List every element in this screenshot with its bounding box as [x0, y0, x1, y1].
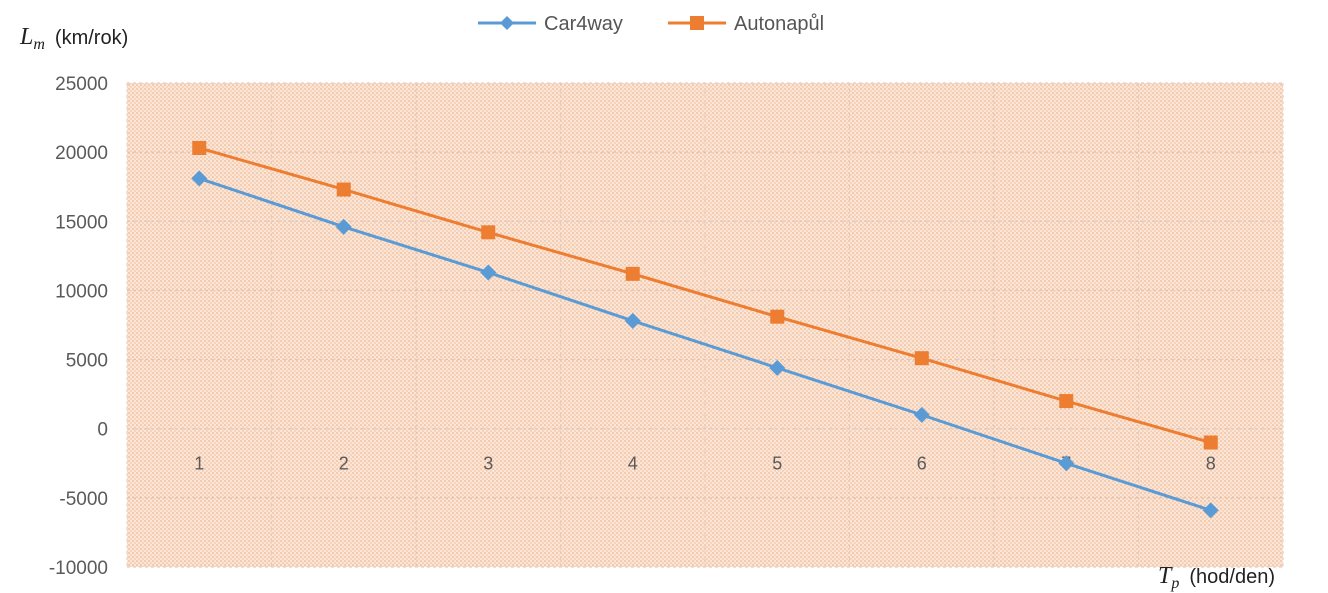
- data-point: [913, 406, 930, 423]
- x-axis-unit: (hod/den): [1189, 566, 1275, 588]
- y-tick-label: 25000: [55, 74, 108, 95]
- legend-label: Car4way: [544, 13, 623, 35]
- svg-text:Tp(hod/den): Tp (hod/den): [1158, 563, 1275, 592]
- gridlines: [126, 82, 1284, 568]
- series: [191, 140, 1219, 519]
- x-tick-label: 5: [772, 454, 782, 474]
- series-Autonapůl: [192, 140, 1218, 450]
- data-point: [480, 264, 497, 281]
- y-axis-ticks: 25000 20000 15000 10000 5000 0 -5000 -10000: [49, 74, 108, 579]
- x-axis-title: Tp (hod/den): [1158, 563, 1275, 592]
- legend-label: Autonapůl: [734, 13, 824, 35]
- x-tick-label: 1: [194, 454, 204, 474]
- y-axis-title: Lm (km/rok): [19, 24, 128, 53]
- data-point: [625, 266, 640, 281]
- x-axis-symbol: T: [1158, 563, 1173, 589]
- data-point: [192, 140, 207, 155]
- y-tick-label: -10000: [49, 558, 108, 579]
- y-tick-label: 20000: [55, 143, 108, 164]
- svg-text:Lm(km/rok): Lm (km/rok): [19, 24, 128, 53]
- x-tick-label: 2: [339, 454, 349, 474]
- legend: Car4way Autonapůl: [478, 13, 824, 35]
- x-tick-label: 6: [917, 454, 927, 474]
- data-point: [335, 218, 352, 235]
- data-point: [191, 170, 208, 187]
- x-tick-label: 3: [483, 454, 493, 474]
- data-point: [770, 309, 785, 324]
- x-tick-label: 8: [1206, 454, 1216, 474]
- y-axis-symbol: L: [19, 24, 33, 50]
- x-tick-label: 4: [628, 454, 638, 474]
- legend-marker: [690, 16, 704, 30]
- data-point: [336, 182, 351, 197]
- data-point: [1203, 435, 1218, 450]
- legend-marker: [500, 16, 514, 30]
- legend-entry: Car4way: [478, 13, 623, 35]
- legend-entry: Autonapůl: [668, 13, 824, 35]
- data-point: [481, 225, 496, 240]
- x-axis-subscript: p: [1170, 575, 1179, 592]
- y-axis-unit: (km/rok): [55, 27, 128, 49]
- data-point: [1058, 455, 1075, 472]
- series-line: [198, 176, 1212, 512]
- data-point: [1059, 394, 1074, 409]
- data-point: [1202, 502, 1219, 519]
- data-point: [914, 351, 929, 366]
- y-tick-label: 10000: [55, 281, 108, 302]
- data-point: [769, 359, 786, 376]
- series-line: [198, 146, 1212, 444]
- y-axis-subscript: m: [33, 36, 45, 53]
- series-Car4way: [191, 170, 1219, 519]
- y-tick-label: 0: [97, 420, 108, 441]
- y-tick-label: 15000: [55, 212, 108, 233]
- y-tick-label: -5000: [59, 489, 108, 510]
- y-tick-label: 5000: [66, 351, 108, 372]
- data-point: [624, 312, 641, 329]
